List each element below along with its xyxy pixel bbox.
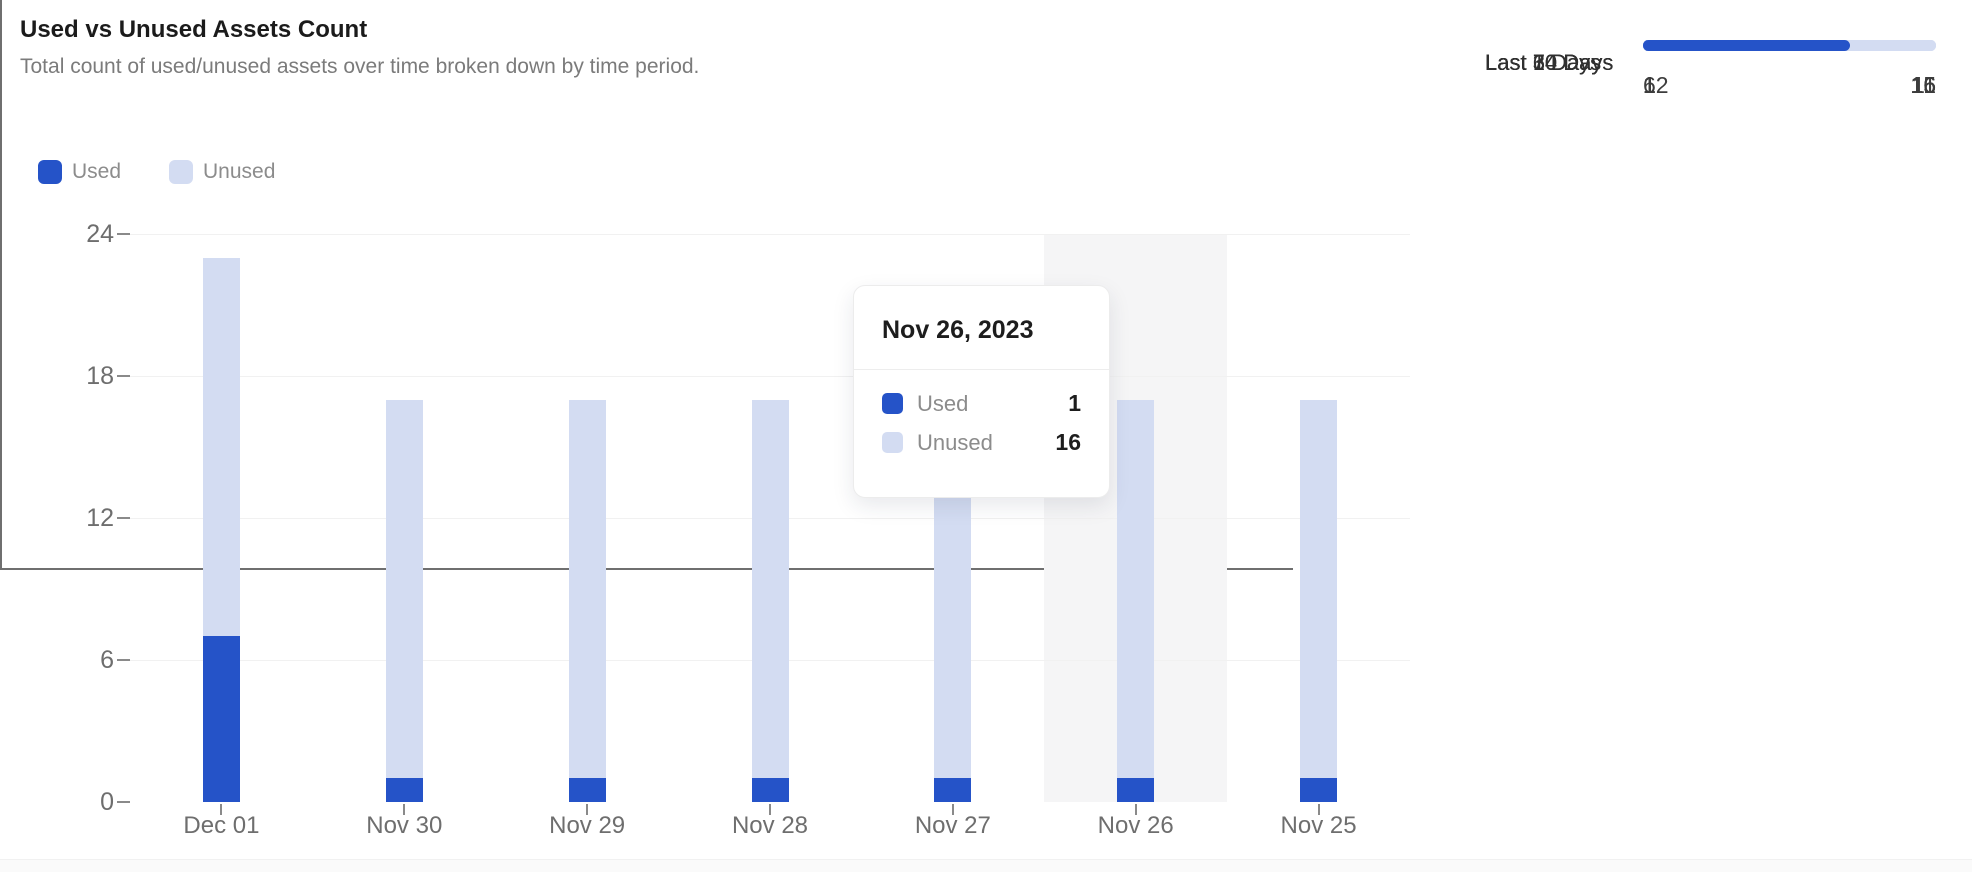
usage-period-row: Last 7 Days 1 16 xyxy=(1440,40,1972,200)
period-label: Last 60 Days xyxy=(1485,50,1614,75)
bar-unused-segment[interactable] xyxy=(751,399,789,779)
x-axis-tick xyxy=(1134,804,1137,815)
period-label: Last 14 Days xyxy=(1485,50,1614,75)
bar-unused-segment[interactable] xyxy=(202,257,240,637)
bar-used-segment[interactable] xyxy=(568,778,606,802)
used-count: 1 xyxy=(1643,72,1656,98)
x-axis-tick xyxy=(403,804,406,815)
x-axis-label: Nov 30 xyxy=(366,812,443,839)
usage-range-numbers: 6 11 xyxy=(1643,72,1936,99)
page-title: Used vs Unused Assets Count xyxy=(20,16,368,43)
y-axis-tick-label: 12 xyxy=(86,504,114,532)
bar-used-segment[interactable] xyxy=(1117,778,1155,802)
x-axis-line xyxy=(0,568,1293,570)
unused-swatch-icon xyxy=(882,432,903,453)
usage-range-numbers: 12 5 xyxy=(1643,72,1936,99)
y-axis-tick xyxy=(117,233,130,235)
usage-range-numbers: 1 16 xyxy=(1643,72,1936,99)
y-axis-tick-label: 0 xyxy=(100,788,114,816)
legend-item-unused[interactable]: Unused xyxy=(169,159,275,185)
x-axis-label: Nov 25 xyxy=(1280,812,1357,839)
period-label: Last 30 Days xyxy=(1485,50,1614,75)
period-label: Last 7 Days xyxy=(1485,50,1602,75)
used-count: 1 xyxy=(1643,72,1656,98)
used-swatch-icon xyxy=(882,393,903,414)
unused-count: 16 xyxy=(1910,72,1936,98)
unused-count: 16 xyxy=(1910,72,1936,98)
unused-count: 5 xyxy=(1923,72,1936,98)
x-axis-tick xyxy=(1317,804,1320,815)
usage-range-numbers: 1 16 xyxy=(1643,72,1936,99)
used-legend-swatch-icon xyxy=(38,160,62,184)
bar-unused-segment[interactable] xyxy=(385,399,423,779)
tooltip-series-label: Used xyxy=(917,390,969,416)
x-axis-label: Nov 29 xyxy=(549,812,626,839)
gridline xyxy=(130,233,1410,235)
usage-period-row: Last 14 Days 1 16 xyxy=(1440,40,1972,300)
bar-unused-segment[interactable] xyxy=(1117,399,1155,779)
period-label: Last 3 Days xyxy=(1485,50,1602,75)
y-axis-tick xyxy=(117,659,130,661)
tooltip-series-label: Unused xyxy=(917,429,993,455)
page-subtitle: Total count of used/unused assets over t… xyxy=(20,55,700,78)
x-axis-tick xyxy=(769,804,771,815)
used-count: 6 xyxy=(1643,72,1656,98)
y-axis-tick-label: 18 xyxy=(86,362,114,390)
bar-used-segment[interactable] xyxy=(1300,778,1338,802)
y-axis-line xyxy=(0,0,2,568)
bar-used-segment[interactable] xyxy=(202,636,240,802)
tooltip-row: Unused 16 xyxy=(882,429,1081,456)
y-axis-tick-label: 6 xyxy=(100,646,114,674)
tooltip-date-title: Nov 26, 2023 xyxy=(854,286,1109,370)
bar-used-segment[interactable] xyxy=(385,778,423,802)
x-axis-tick xyxy=(220,804,223,815)
tooltip: Nov 26, 2023 Used 1 Unused 16 xyxy=(853,285,1110,498)
legend-label-used: Used xyxy=(72,160,122,183)
x-axis-tick xyxy=(586,804,589,815)
legend-label-unused: Unused xyxy=(203,160,276,183)
bar-unused-segment[interactable] xyxy=(568,399,606,779)
unused-count: 11 xyxy=(1912,72,1936,98)
y-axis-tick xyxy=(117,801,130,803)
x-axis-label: Dec 01 xyxy=(183,812,260,839)
y-axis-tick-label: 24 xyxy=(86,220,114,248)
unused-legend-swatch-icon xyxy=(169,160,193,184)
gridline xyxy=(130,375,1410,377)
usage-period-row: Last 60 Days 12 5 xyxy=(1440,40,1972,500)
stacked-bar-chart: 0 6 12 18 24 Dec 01 Nov 30 Nov 29 Nov 28 Nov 27 No… xyxy=(0,0,1410,839)
tooltip-series-value: 1 xyxy=(1068,390,1081,416)
x-axis-label: Nov 28 xyxy=(731,812,809,839)
bottom-divider xyxy=(0,859,1972,872)
tooltip-series-value: 16 xyxy=(1055,429,1081,455)
bar-used-segment[interactable] xyxy=(934,778,972,802)
x-axis-tick xyxy=(951,804,954,815)
bar-unused-segment[interactable] xyxy=(1300,399,1338,779)
legend-item-used[interactable]: Used xyxy=(38,159,121,185)
bar-used-segment[interactable] xyxy=(751,778,789,802)
tooltip-row: Used 1 xyxy=(882,390,1081,417)
usage-period-row: Last 30 Days 6 11 xyxy=(1440,40,1972,400)
x-axis-label: Nov 27 xyxy=(914,812,991,839)
y-axis-tick xyxy=(117,375,130,377)
unused-count: 16 xyxy=(1910,72,1936,98)
time-period-usage-panel: Last 3 Days 1 16 Last 7 Days 1 16 Last 14 Days… xyxy=(1440,0,1972,700)
usage-progress-fill xyxy=(1643,40,1850,51)
x-axis-label: Nov 26 xyxy=(1097,812,1174,839)
used-count: 12 xyxy=(1643,72,1669,98)
y-axis-tick xyxy=(117,517,130,519)
used-count: 1 xyxy=(1643,72,1656,98)
usage-range-numbers: 1 16 xyxy=(1643,72,1936,99)
